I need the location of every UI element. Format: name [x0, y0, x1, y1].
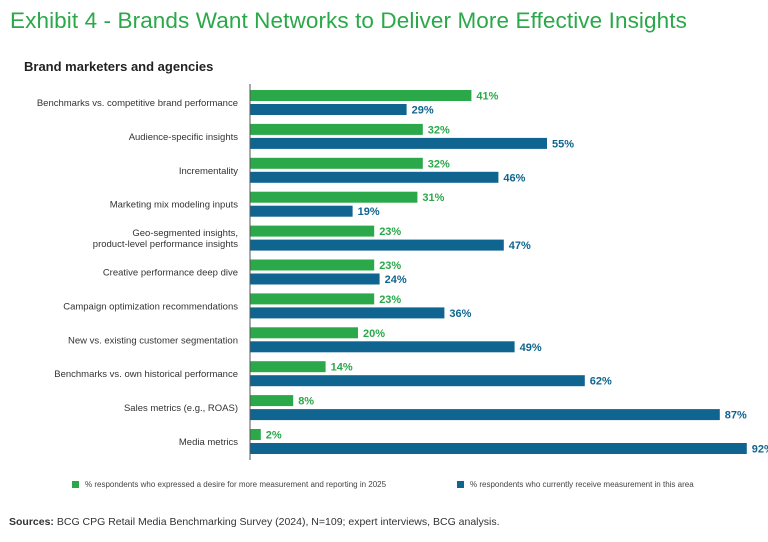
bar-desire [250, 90, 472, 101]
bar-desire [250, 429, 261, 440]
bar-value-label: 20% [363, 328, 385, 340]
chart-title: Exhibit 4 - Brands Want Networks to Deli… [10, 8, 687, 33]
bar-value-label: 46% [503, 172, 525, 184]
bar-value-label: 8% [298, 396, 314, 408]
bar-value-label: 23% [379, 226, 401, 238]
bar-value-label: 47% [509, 240, 531, 252]
bar-value-label: 32% [428, 124, 450, 136]
bar-value-label: 49% [520, 342, 542, 354]
bar-desire [250, 327, 358, 339]
bar-value-label: 31% [422, 192, 444, 204]
category-label: Benchmarks vs. own historical performanc… [54, 369, 238, 380]
bar-value-label: 55% [552, 138, 574, 150]
bar-current [250, 375, 585, 387]
source-text: BCG CPG Retail Media Benchmarking Survey… [56, 516, 500, 528]
bar-value-label: 62% [590, 376, 612, 388]
bar-value-label: 92% [752, 444, 768, 456]
bar-value-label: 19% [358, 206, 380, 218]
category-label: Sales metrics (e.g., ROAS) [124, 403, 238, 414]
bar-current [250, 104, 407, 115]
bar-current [250, 409, 720, 421]
bar-current [250, 205, 353, 217]
bar-value-label: 23% [379, 260, 401, 272]
bar-current [250, 443, 747, 454]
chart-subtitle: Brand marketers and agencies [24, 59, 214, 74]
bar-current [250, 171, 499, 183]
category-label: Incrementality [179, 166, 238, 177]
category-label: Audience-specific insights [129, 132, 239, 143]
bar-desire [250, 123, 423, 135]
bar-value-label: 24% [385, 274, 407, 286]
bar-value-label: 41% [476, 91, 498, 103]
bar-value-label: 23% [379, 294, 401, 306]
category-label: Marketing mix modeling inputs [110, 200, 239, 211]
bar-desire [250, 361, 326, 373]
bar-desire [250, 157, 423, 169]
bar-value-label: 29% [412, 105, 434, 117]
bar-desire [250, 395, 294, 407]
bar-current [250, 307, 445, 319]
source-note: Sources: BCG CPG Retail Media Benchmarki… [9, 516, 500, 528]
bar-current [250, 341, 515, 353]
bar-value-label: 36% [449, 308, 471, 320]
bar-value-label: 32% [428, 158, 450, 170]
category-label: Geo-segmented insights, product-level per… [93, 228, 238, 250]
bar-desire [250, 259, 375, 271]
category-label: Benchmarks vs. competitive brand perform… [37, 98, 238, 109]
category-label: Media metrics [179, 437, 238, 448]
bar-current [250, 273, 380, 285]
bar-current [250, 239, 504, 251]
bar-desire [250, 225, 375, 237]
category-label: New vs. existing customer segmentation [68, 335, 238, 346]
bar-value-label: 87% [725, 410, 747, 422]
bar-current [250, 137, 547, 149]
category-label: Creative performance deep dive [103, 268, 238, 279]
bar-value-label: 14% [331, 362, 353, 374]
bar-desire [250, 293, 375, 305]
source-label: Sources: [9, 516, 54, 528]
bar-desire [250, 191, 418, 203]
bar-value-label: 2% [266, 430, 282, 442]
category-label: Campaign optimization recommendations [63, 301, 238, 312]
